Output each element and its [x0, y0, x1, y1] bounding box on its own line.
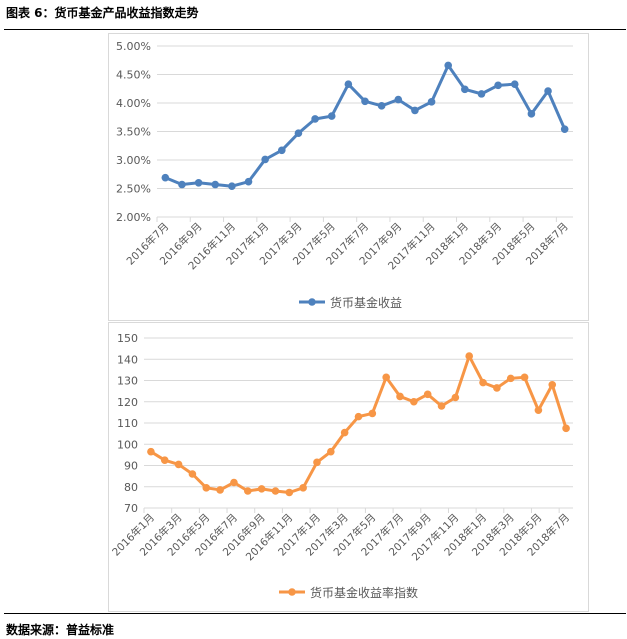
y-tick-label: 90 [124, 460, 138, 473]
data-point [377, 102, 386, 110]
data-point [244, 177, 253, 186]
data-point [313, 458, 321, 467]
data-point [493, 384, 501, 392]
y-tick-label: 110 [117, 417, 138, 430]
legend-marker-icon [308, 298, 316, 306]
yield-chart: 2.00% 2.50% 3.00% 3.50% 4.00% 4.50% 5.00% 2016年… [108, 33, 589, 321]
data-point [147, 447, 155, 456]
y-tick-label: 140 [117, 353, 138, 366]
data-source: 数据来源：普益标准 [6, 623, 115, 637]
data-point [327, 447, 335, 456]
data-point [451, 393, 460, 402]
data-point [354, 412, 363, 421]
data-point [382, 373, 390, 382]
data-point [444, 61, 453, 70]
data-point [271, 487, 280, 495]
data-point [562, 424, 570, 433]
data-point [285, 488, 294, 497]
y-tick-label: 80 [124, 481, 138, 494]
data-point [340, 428, 349, 437]
y-tick-label: 3.00% [116, 154, 151, 167]
data-point [479, 378, 487, 387]
data-point [161, 173, 170, 182]
data-point [510, 80, 519, 88]
data-point [228, 182, 236, 191]
data-point [544, 87, 552, 95]
data-point [261, 155, 269, 164]
data-point [278, 146, 286, 155]
y-tick-label: 2.00% [116, 211, 151, 224]
data-point [178, 180, 186, 189]
data-point [394, 95, 403, 104]
bottom-divider [4, 613, 626, 614]
y-tick-label: 5.00% [116, 40, 151, 53]
data-point [461, 85, 469, 94]
data-point [411, 106, 419, 115]
data-point [327, 112, 336, 120]
data-point [477, 90, 486, 98]
data-point [257, 485, 266, 493]
data-point [299, 484, 307, 492]
data-point [160, 456, 169, 464]
data-point [423, 390, 432, 399]
y-tick-label: 4.50% [116, 69, 151, 82]
y-tick-label: 4.00% [116, 97, 151, 110]
index-chart-svg: 7080901001101201301401502016年1月2016年3月20… [109, 332, 573, 600]
yield-chart-svg: 2.00%2.50%3.00%3.50%4.00%4.50%5.00%2016年… [116, 40, 573, 310]
data-point [216, 486, 224, 494]
data-point [368, 409, 377, 418]
series-line [164, 63, 567, 188]
data-point [465, 352, 474, 360]
data-point [520, 373, 529, 382]
figure-title: 图表 6：货币基金产品收益指数走势 [6, 6, 199, 20]
data-point [548, 380, 557, 389]
data-point [396, 392, 404, 401]
top-divider [4, 29, 626, 30]
y-tick-label: 70 [124, 502, 138, 515]
data-point [560, 125, 569, 134]
data-point [188, 470, 197, 478]
data-point [294, 129, 303, 138]
series-line [150, 354, 568, 494]
data-point [506, 374, 515, 383]
data-point [527, 110, 536, 118]
legend-label: 货币基金收益率指数 [310, 585, 418, 600]
y-tick-label: 130 [117, 375, 138, 388]
y-tick-label: 2.50% [116, 183, 151, 196]
data-point [202, 484, 211, 492]
y-tick-label: 150 [117, 332, 138, 345]
data-point [534, 406, 543, 415]
index-chart: 70 80 90 100 110 120 130 140 150 2016年1月 2016年3月 20… [108, 322, 589, 612]
data-point [174, 460, 183, 469]
data-point [194, 179, 203, 187]
data-point [243, 487, 252, 495]
data-point [427, 98, 436, 106]
data-point [361, 97, 369, 106]
y-tick-label: 120 [117, 396, 138, 409]
y-tick-label: 3.50% [116, 126, 151, 139]
data-point [311, 115, 319, 123]
data-point [437, 402, 446, 410]
data-point [230, 478, 238, 487]
data-point [494, 81, 502, 90]
data-point [344, 80, 353, 88]
data-point [211, 180, 220, 189]
legend-label: 货币基金收益 [330, 295, 402, 310]
legend-marker-icon [288, 588, 296, 596]
y-tick-label: 100 [117, 438, 138, 451]
data-point [410, 397, 418, 406]
